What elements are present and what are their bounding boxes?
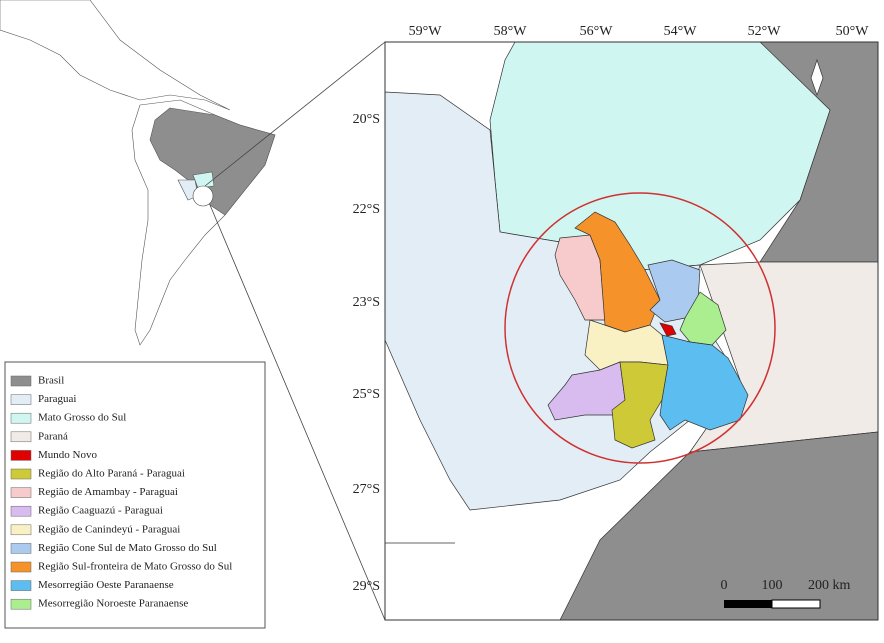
legend-label: Brasil	[38, 375, 64, 387]
legend-swatch	[10, 375, 32, 387]
latitude-label: 22°S	[353, 202, 380, 217]
inset-mato-grosso	[192, 171, 215, 189]
scale-label: 200 km	[808, 578, 851, 593]
latitude-label: 27°S	[353, 482, 380, 497]
scale-label: 100	[762, 578, 783, 593]
legend-label: Região do Alto Paraná - Paraguai	[38, 468, 185, 480]
longitude-label: 52°W	[748, 24, 782, 39]
longitude-label: 50°W	[836, 24, 870, 39]
legend-label: Mato Grosso do Sul	[38, 412, 126, 424]
latitude-label: 25°S	[353, 387, 380, 402]
legend-swatch	[10, 505, 32, 517]
latitude-label: 23°S	[353, 295, 380, 310]
legend-swatch	[10, 598, 32, 610]
brazil-bottom	[559, 431, 878, 620]
legend-label: Região Cone Sul de Mato Grosso do Sul	[38, 542, 217, 554]
legend-swatch	[10, 561, 32, 573]
scale-bar-black	[724, 600, 772, 608]
legend-swatch	[10, 412, 32, 424]
north-arrow	[810, 58, 824, 97]
legend-label: Mesorregião Oeste Paranaense	[38, 579, 174, 591]
legend-swatch	[10, 524, 32, 536]
legend-swatch	[10, 580, 32, 591]
scale-bar-white	[771, 599, 821, 609]
legend-label: Mesorregião Noroeste Paranaense	[38, 598, 188, 610]
longitude-label: 54°W	[664, 24, 698, 39]
oeste	[659, 334, 749, 431]
inset-focus-circle	[192, 185, 214, 207]
legend-swatch	[10, 450, 32, 461]
legend-label: Paraguai	[38, 393, 76, 405]
legend-label: Região Caaguazú - Paraguai	[38, 505, 163, 517]
legend-label: Paraná	[38, 430, 68, 442]
legend-box	[4, 361, 266, 629]
legend: Brasil Paraguai Mato Grosso do Sul Paraná Mu…	[10, 375, 232, 610]
legend-swatch	[10, 468, 32, 480]
scale-label: 0	[721, 578, 728, 593]
legend-label: Região de Amambay - Paraguai	[38, 486, 178, 498]
north-america	[0, 0, 231, 111]
longitude-label: 56°W	[580, 24, 614, 39]
connector-line	[209, 204, 386, 621]
connector-line	[204, 41, 386, 187]
legend-label: Região de Canindeyú - Paraguai	[38, 523, 180, 535]
legend-swatch	[10, 487, 32, 498]
map-frame	[384, 41, 879, 621]
main-map	[385, 42, 878, 620]
mundo-novo	[659, 322, 677, 337]
longitude-label: 59°W	[409, 24, 443, 39]
legend-swatch	[10, 431, 32, 443]
focus-circle	[504, 192, 776, 464]
caaguazu	[547, 361, 626, 421]
legend-swatch	[10, 394, 32, 405]
alto-parana	[611, 361, 669, 449]
legend-swatch	[10, 543, 32, 554]
legend-label: Região Sul-fronteira de Mato Grosso do S…	[38, 561, 232, 573]
inset-map	[0, 0, 276, 346]
longitude-label: 58°W	[494, 24, 528, 39]
latitude-label: 20°S	[353, 112, 380, 127]
latitude-label: 29°S	[353, 579, 380, 594]
legend-label: Mundo Novo	[38, 449, 97, 461]
